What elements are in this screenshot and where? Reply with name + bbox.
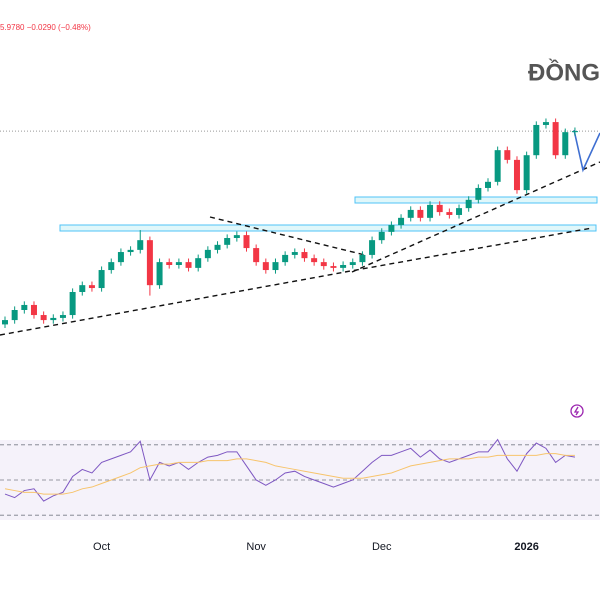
candle-body — [494, 150, 501, 182]
rsi-line — [4, 438, 576, 502]
candle-body — [388, 225, 395, 232]
trendline — [0, 271, 346, 336]
rsi-line — [4, 453, 575, 495]
candle-body — [2, 320, 8, 325]
candle-body — [504, 150, 511, 160]
candle-body — [427, 204, 434, 218]
candle-body — [301, 252, 308, 259]
candle-body — [533, 124, 540, 156]
candle-body — [50, 317, 57, 321]
x-tick-label: Nov — [246, 541, 266, 553]
candle-body — [185, 262, 192, 268]
candle-body — [552, 122, 559, 156]
candle-body — [127, 249, 134, 253]
x-tick-label: Dec — [372, 541, 392, 553]
candle-body — [359, 254, 366, 263]
candle-body — [166, 262, 173, 265]
candle-body — [30, 304, 37, 316]
x-tick-label: 2026 — [514, 541, 538, 553]
candle-body — [340, 265, 347, 268]
candle-body — [282, 254, 289, 263]
candle-body — [291, 252, 298, 255]
candle-body — [146, 240, 153, 286]
candle-body — [98, 270, 105, 289]
candle-body — [456, 208, 463, 215]
candle-body — [446, 212, 453, 215]
candle-body — [436, 204, 443, 213]
candle-body — [233, 235, 240, 238]
trendline — [344, 227, 593, 273]
candle-body — [320, 262, 327, 267]
candle-body — [79, 285, 86, 292]
candle-body — [224, 238, 231, 245]
rsi-band — [0, 440, 600, 520]
candle-body — [523, 155, 530, 191]
candle-body — [465, 199, 472, 209]
header-quote: 5.9780 −0.0290 (−0.48%) — [0, 23, 91, 32]
candle-body — [88, 285, 95, 289]
candle-body — [253, 248, 260, 263]
candle-body — [204, 249, 211, 259]
candle-body — [214, 244, 221, 250]
candle-body — [272, 262, 279, 271]
candle-body — [562, 132, 569, 156]
candle-body — [542, 122, 549, 125]
candle-body — [311, 258, 318, 263]
candle-body — [330, 266, 337, 268]
candle-body — [398, 217, 405, 226]
candle-body — [11, 310, 18, 321]
candle-body — [485, 181, 491, 188]
candle-body — [243, 235, 250, 249]
candle-body — [21, 304, 28, 310]
candle-body — [262, 262, 269, 271]
candle-body — [59, 315, 66, 318]
x-tick-label: Oct — [93, 541, 110, 553]
candle-body — [108, 262, 115, 271]
alert-icon — [570, 404, 584, 418]
candle-body — [417, 209, 424, 218]
watermark: ĐỒNG — [528, 58, 600, 86]
candle-body — [117, 252, 124, 263]
trendline — [351, 161, 600, 273]
candle-body — [369, 240, 376, 255]
zone-box — [59, 224, 597, 232]
candle-body — [69, 292, 76, 316]
candle-body — [137, 240, 144, 250]
candle-body — [571, 131, 578, 133]
candle-body — [475, 187, 482, 200]
candle-body — [378, 231, 385, 241]
candle-body — [40, 315, 47, 321]
candle-body — [175, 262, 182, 265]
candle-body — [349, 262, 356, 265]
candle-body — [513, 159, 520, 191]
projection-arrow — [573, 129, 600, 173]
candle-body — [195, 258, 202, 268]
candle-body — [407, 209, 414, 218]
candle-body — [156, 262, 163, 286]
